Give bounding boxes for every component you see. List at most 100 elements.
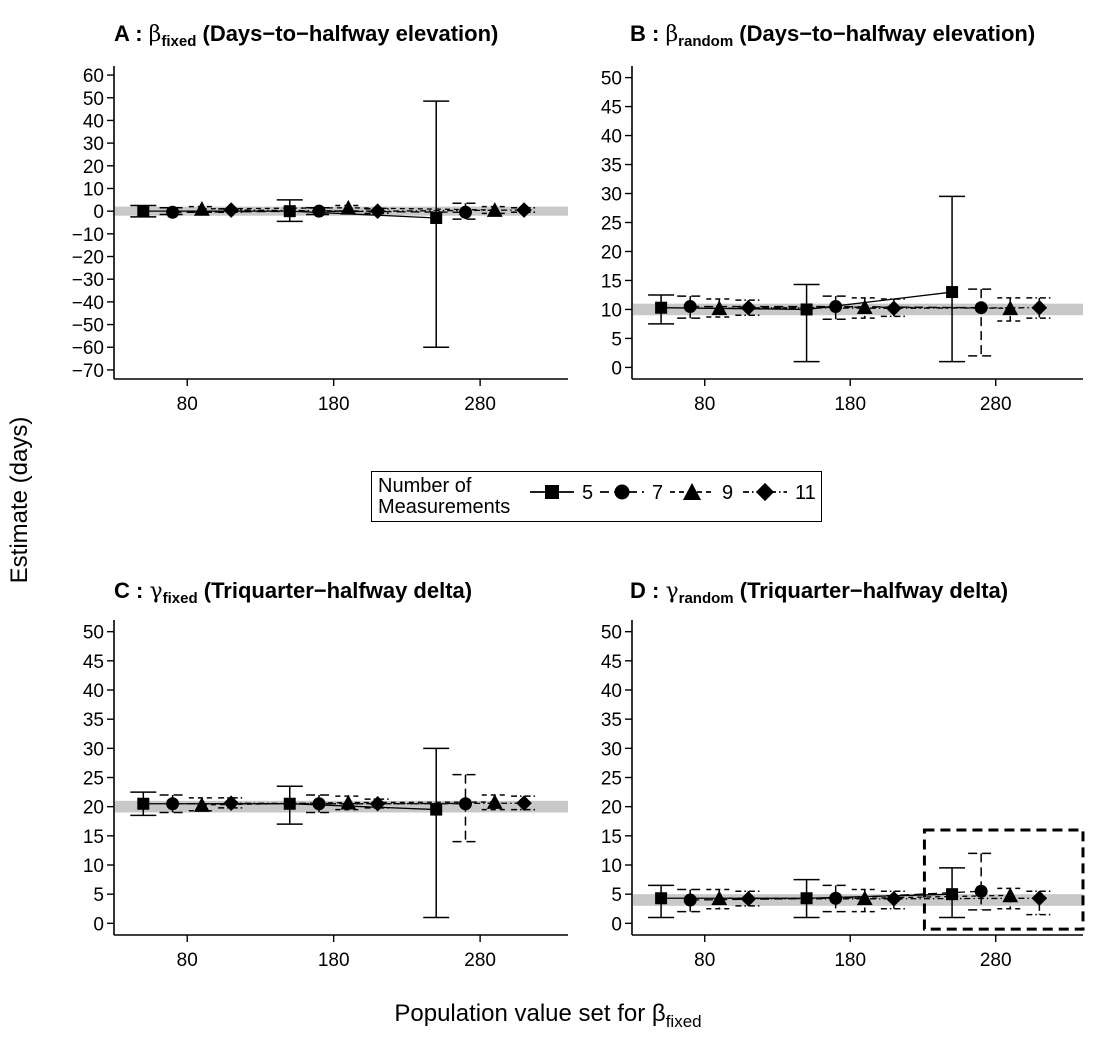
data-point: [829, 891, 843, 905]
panel-title-text: (Triquarter−halfway delta): [198, 578, 472, 603]
panel-title-d: D : γrandom (Triquarter−halfway delta): [630, 578, 1008, 607]
series-11: [218, 202, 538, 219]
y-tick-label: −70: [72, 361, 104, 382]
y-tick-label: 0: [93, 202, 104, 223]
legend-entry-11: 11: [743, 482, 816, 504]
data-point: [137, 205, 150, 218]
data-point: [516, 202, 532, 218]
data-point: [711, 890, 728, 906]
x-tick-label: 80: [177, 950, 198, 971]
data-point: [740, 891, 757, 907]
y-tick-label: −40: [72, 293, 104, 314]
y-tick-label: 5: [611, 329, 622, 350]
panel-d: D : γrandom (Triquarter−halfway delta)50…: [601, 578, 1085, 971]
data-point: [1031, 299, 1048, 316]
panel-title-greek: β: [149, 22, 162, 47]
data-point: [486, 202, 503, 217]
legend-keys: 5 7 9 11: [530, 482, 816, 504]
data-point: [486, 794, 503, 809]
legend-entry-7: 7: [600, 482, 663, 504]
data-point: [886, 300, 902, 317]
y-tick-label: 30: [601, 739, 622, 760]
legend-label: 11: [795, 482, 816, 504]
series-5: [648, 195, 966, 363]
legend-entry-5: 5: [530, 482, 593, 504]
y-tick-label: 25: [83, 769, 104, 790]
panel-title-text: (Triquarter−halfway delta): [734, 578, 1008, 603]
panel-title-subscript: random: [678, 33, 733, 50]
y-tick-label: 30: [83, 134, 104, 155]
reference-band: [633, 303, 1083, 316]
y-tick-label: 25: [601, 769, 622, 790]
panel-title-text: (Days−to−halfway elevation): [196, 21, 498, 46]
data-point: [166, 205, 180, 219]
y-tick-label: 40: [601, 127, 622, 148]
panel-title-b: B : βrandom (Days−to−halfway elevation): [630, 21, 1035, 50]
y-tick-label: 35: [83, 710, 104, 731]
y-tick-label: 30: [601, 185, 622, 206]
data-point: [655, 892, 668, 905]
series-7: [677, 288, 995, 357]
x-tick-label: 280: [980, 394, 1012, 415]
data-point: [137, 797, 150, 810]
data-point: [223, 202, 239, 218]
x-tick-label: 280: [464, 394, 496, 415]
y-tick-label: 0: [611, 914, 622, 935]
legend-marker-circle: [614, 484, 630, 500]
reference-band: [633, 894, 1083, 906]
series-line: [231, 802, 525, 805]
x-tick-label: 80: [694, 950, 715, 971]
data-point: [800, 303, 813, 316]
y-tick-label: 15: [601, 827, 622, 848]
panel-letter: B: [630, 21, 646, 46]
y-tick-label: 40: [83, 681, 104, 702]
y-tick-label: 10: [83, 179, 104, 200]
y-tick-label: 20: [601, 242, 622, 263]
series-7: [677, 852, 995, 913]
y-tick-label: −60: [72, 338, 104, 359]
data-point: [1031, 890, 1048, 907]
data-point: [430, 803, 443, 816]
x-axis-label-text: Population value set for β: [394, 1000, 666, 1027]
data-point: [340, 794, 357, 810]
panel-letter: A: [114, 21, 130, 46]
panel-a: A : βfixed (Days−to−halfway elevation) 60…: [72, 21, 568, 415]
y-tick-label: 45: [601, 98, 622, 119]
panel-title-greek: γ: [149, 579, 162, 604]
panel-b: B : βrandom (Days−to−halfway elevation) 5…: [601, 21, 1083, 415]
y-tick-label: 35: [601, 710, 622, 731]
legend-title-line1: Number of: [378, 475, 472, 497]
series-11: [735, 297, 1053, 319]
data-point: [711, 300, 728, 316]
y-tick-label: −50: [72, 316, 104, 337]
data-point: [683, 893, 697, 907]
y-tick-label: 35: [601, 156, 622, 177]
x-axis-label: Population value set for βfixed: [0, 1000, 1096, 1032]
data-point: [974, 884, 988, 898]
data-point: [946, 286, 959, 299]
data-point: [516, 795, 532, 811]
panel-title-c: C : γfixed (Triquarter−halfway delta): [114, 578, 472, 607]
y-tick-label: 5: [93, 885, 104, 906]
x-tick-label: 80: [177, 394, 198, 415]
series-5: [130, 747, 450, 919]
panel-title-colon: :: [646, 21, 666, 46]
y-tick-label: 50: [601, 69, 622, 90]
y-tick-label: −30: [72, 270, 104, 291]
panel-title-subscript: fixed: [163, 590, 198, 607]
series-9: [188, 794, 508, 812]
y-tick-label: 20: [83, 157, 104, 178]
data-point: [166, 797, 180, 811]
reference-band: [115, 800, 568, 813]
data-point: [430, 211, 443, 224]
legend-title: Number of Measurements: [378, 476, 510, 518]
y-tick-label: 25: [601, 214, 622, 235]
panel-title-greek: γ: [665, 579, 678, 604]
y-tick-label: 45: [83, 652, 104, 673]
y-axis-label-text: Estimate (days): [6, 416, 33, 584]
legend-marker-triangle: [682, 482, 702, 501]
data-point: [369, 795, 386, 812]
data-point: [458, 205, 472, 219]
data-point: [886, 891, 902, 907]
